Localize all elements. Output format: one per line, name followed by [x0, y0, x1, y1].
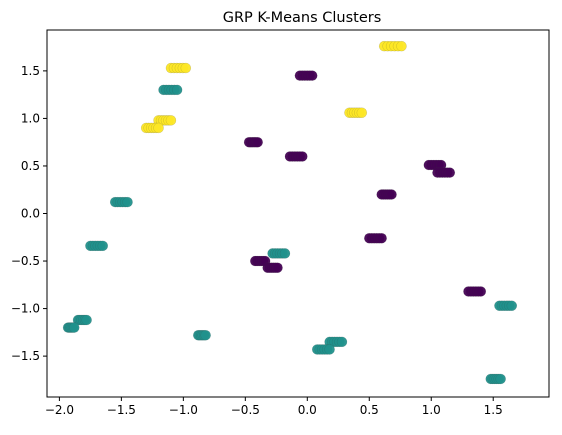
data-point — [252, 136, 263, 148]
x-tick-label: 0.0 — [298, 403, 317, 417]
x-tick-label: 1.5 — [484, 403, 503, 417]
y-tick-label: 0.5 — [21, 159, 40, 173]
point-cluster — [267, 248, 291, 259]
data-point — [506, 300, 518, 311]
point-cluster — [85, 240, 109, 252]
point-cluster — [243, 136, 263, 148]
point-cluster — [378, 40, 407, 52]
point-cluster — [485, 373, 506, 385]
point-cluster — [140, 122, 164, 134]
data-point — [69, 322, 80, 333]
data-point — [200, 329, 211, 341]
x-tick-label: −1.0 — [169, 403, 198, 417]
data-point — [81, 314, 92, 326]
data-point — [475, 286, 487, 297]
data-point — [396, 40, 407, 52]
data-point — [356, 107, 368, 118]
data-point — [495, 373, 506, 385]
data-point — [279, 248, 291, 259]
x-tick-label: −1.5 — [107, 403, 136, 417]
data-point — [307, 70, 318, 81]
data-point — [336, 336, 348, 348]
data-point — [122, 196, 133, 208]
data-point — [272, 262, 283, 273]
point-cluster — [62, 322, 80, 333]
x-tick-label: −2.0 — [45, 403, 74, 417]
point-cluster — [311, 344, 335, 355]
point-cluster — [109, 196, 133, 208]
point-cluster — [262, 262, 283, 273]
point-cluster — [364, 232, 387, 244]
y-tick-label: −1.5 — [11, 349, 40, 363]
y-tick-label: 0.0 — [21, 207, 40, 221]
point-cluster — [153, 115, 177, 126]
point-cluster — [158, 84, 183, 96]
data-point — [97, 240, 109, 252]
y-tick-label: 1.0 — [21, 111, 40, 125]
data-point — [324, 344, 335, 355]
data-point — [376, 232, 387, 244]
y-tick-label: 1.5 — [21, 64, 40, 78]
data-point — [297, 151, 308, 162]
x-tick-label: 0.5 — [360, 403, 379, 417]
point-cluster — [165, 62, 192, 74]
axes-layer: −2.0 −1.5 −1.0 −0.5 0.0 0.5 1.0 1.5 −1.5 −1.0 −0.5… — [11, 29, 550, 417]
point-cluster — [423, 159, 447, 171]
point-cluster — [494, 300, 518, 311]
y-tick-label: −0.5 — [11, 254, 40, 268]
data-point — [165, 115, 177, 126]
point-cluster — [294, 70, 318, 81]
chart-title: GRP K-Means Clusters — [223, 10, 382, 26]
points-layer — [62, 40, 518, 385]
point-cluster — [432, 167, 456, 178]
y-tick-label: −1.0 — [11, 302, 40, 316]
data-point — [153, 122, 164, 134]
point-cluster — [284, 151, 308, 162]
point-cluster — [192, 329, 211, 341]
data-point — [171, 84, 183, 96]
x-tick-label: −0.5 — [231, 403, 260, 417]
data-point — [386, 189, 397, 200]
point-cluster — [376, 189, 397, 200]
data-point — [180, 62, 192, 74]
x-tick-label: 1.0 — [422, 403, 441, 417]
point-cluster — [72, 314, 92, 326]
point-cluster — [463, 286, 487, 297]
point-cluster — [344, 107, 368, 118]
data-point — [444, 167, 456, 178]
